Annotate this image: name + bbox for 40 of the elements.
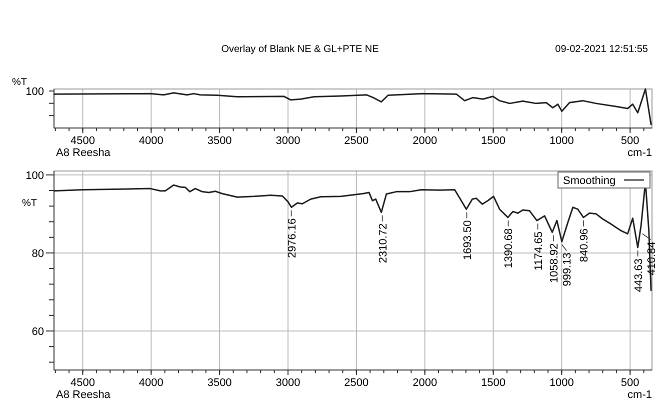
x-tick-label: 1000 xyxy=(549,377,574,389)
annotation: 1390.68 xyxy=(503,228,516,268)
x-tick-label: 2500 xyxy=(344,135,369,147)
y-tick-label: 60 xyxy=(32,326,44,338)
x-tick-label: 2000 xyxy=(412,135,438,147)
text: A8 Reesha xyxy=(56,147,112,159)
x-axis-title: cm-1 xyxy=(628,389,652,401)
annotation: 2976.16 xyxy=(286,218,298,258)
chart-title: Overlay of Blank NE & GL+PTE NE xyxy=(221,44,380,55)
annotation: 999.13 xyxy=(562,252,574,286)
x-tick-label: 3500 xyxy=(207,377,232,389)
x-tick-label: 4000 xyxy=(138,377,164,389)
annotation: 1174.65 xyxy=(532,232,545,271)
annotation: 443.63 xyxy=(632,258,645,292)
annotation: 1693.50 xyxy=(462,220,474,260)
y-axis-title: %T xyxy=(22,198,37,210)
y-tick-label: 80 xyxy=(32,248,44,260)
x-tick-label: 500 xyxy=(620,135,640,147)
x-tick-label: 2500 xyxy=(344,377,369,389)
x-axis-title: cm-1 xyxy=(628,147,652,159)
x-tick-label: 3000 xyxy=(276,377,300,389)
text: A8 Reesha xyxy=(56,389,112,401)
x-tick-label: 500 xyxy=(620,377,640,389)
chart-subtitle: 09-02-2021 12:51:55 xyxy=(555,44,648,55)
y-tick-label: 100 xyxy=(26,170,44,182)
legend-label: Smoothing xyxy=(563,175,616,187)
y-axis-title: %T xyxy=(12,77,27,88)
annotation: 410.84 xyxy=(646,242,658,276)
x-tick-label: 3000 xyxy=(276,135,300,147)
x-tick-label: 4500 xyxy=(70,377,95,389)
x-tick-label: 3500 xyxy=(207,135,232,147)
x-tick-label: 1500 xyxy=(481,135,506,147)
annotation: 2310.72 xyxy=(377,223,390,264)
annotation: 840.96 xyxy=(578,228,590,262)
x-tick-label: 2000 xyxy=(412,377,438,389)
x-tick-label: 4500 xyxy=(70,135,95,147)
x-tick-label: 1000 xyxy=(549,135,574,147)
x-tick-label: 1500 xyxy=(481,377,506,389)
x-tick-label: 4000 xyxy=(138,135,164,147)
annotation: 1058.92 xyxy=(548,243,561,284)
